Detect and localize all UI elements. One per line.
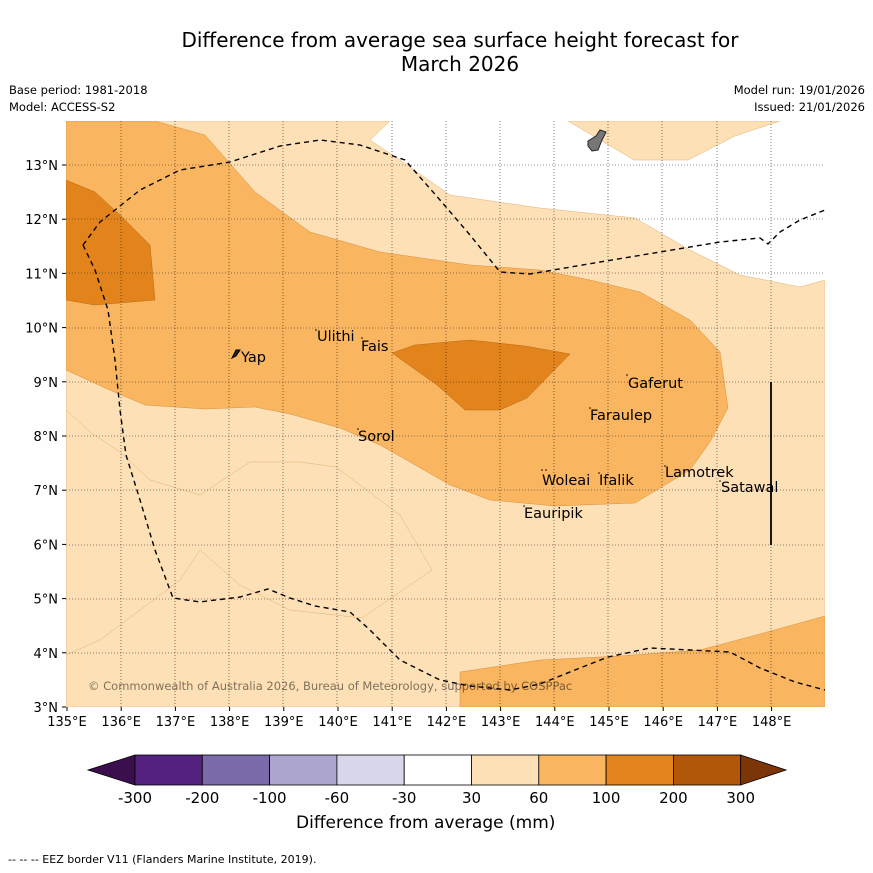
colorbar — [86, 754, 788, 786]
colorbar-tick-label: 30 — [462, 789, 481, 807]
place-label-ifalik: Ifalik — [599, 473, 634, 489]
x-tick-label: 137°E — [156, 715, 196, 730]
y-tick-label: 12°N — [25, 213, 58, 228]
colorbar-swatch — [471, 754, 540, 786]
colorbar-swatch — [673, 754, 742, 786]
colorbar-swatch — [605, 754, 674, 786]
colorbar-swatch — [336, 754, 405, 786]
y-tick-label: 13°N — [25, 159, 58, 174]
colorbar-tick-label: -60 — [325, 789, 350, 807]
model-run: Model run: 19/01/2026 — [733, 83, 865, 97]
colorbar-tick-label: 300 — [726, 789, 755, 807]
place-label-satawal: Satawal — [721, 480, 778, 496]
contour-30-60-guam — [567, 121, 781, 161]
place-label-faraulep: Faraulep — [590, 408, 652, 424]
x-tick-label: 144°E — [535, 715, 575, 730]
gridlines — [66, 121, 825, 707]
colorbar-tick-label: 100 — [592, 789, 621, 807]
x-tick-label: 147°E — [698, 715, 738, 730]
copyright-notice: © Commonwealth of Australia 2026, Bureau… — [88, 679, 572, 693]
colorbar-extend-low — [86, 754, 136, 786]
place-label-gaferut: Gaferut — [628, 376, 683, 392]
colorbar-swatch — [538, 754, 607, 786]
y-tick-label: 4°N — [34, 647, 59, 662]
colorbar-tick-label: -200 — [185, 789, 219, 807]
atoll-markers — [315, 329, 721, 507]
y-tick-label: 10°N — [25, 322, 58, 337]
x-tick-label: 138°E — [210, 715, 250, 730]
meta-left: Base period: 1981-2018 Model: ACCESS-S2 — [9, 82, 148, 116]
colorbar-tick-label: 200 — [659, 789, 688, 807]
colorbar-title: Difference from average (mm) — [296, 813, 556, 833]
place-label-yap: Yap — [240, 350, 266, 366]
place-label-woleai: Woleai — [542, 473, 590, 489]
guam-island — [587, 129, 607, 152]
x-tick-label: 140°E — [318, 715, 358, 730]
y-tick-label: 8°N — [34, 430, 59, 445]
colorbar-swatch — [201, 754, 271, 786]
colorbar-extend-high — [740, 754, 788, 786]
x-tick-label: 135°E — [47, 715, 87, 730]
colorbar-swatch — [134, 754, 203, 786]
y-tick-label: 6°N — [34, 538, 59, 553]
place-label-sorol: Sorol — [358, 429, 395, 445]
eez-border-line-west — [82, 244, 825, 691]
y-tick-label: 11°N — [25, 267, 58, 282]
yap-island — [230, 349, 241, 360]
contour-100-200-central — [391, 339, 571, 411]
colorbar-tick-label: -100 — [253, 789, 287, 807]
colorbar-swatch — [269, 754, 338, 786]
contour-100-200-west — [66, 179, 156, 306]
x-tick-label: 148°E — [752, 715, 792, 730]
colorbar-tick-label: 60 — [529, 789, 548, 807]
title-line-2: March 2026 — [400, 52, 520, 76]
place-label-eauripik: Eauripik — [524, 506, 583, 522]
place-label-lamotrek: Lamotrek — [665, 465, 734, 481]
y-tick-label: 3°N — [34, 701, 59, 716]
x-tick-label: 145°E — [589, 715, 629, 730]
x-tick-label: 142°E — [427, 715, 467, 730]
place-label-ulithi: Ulithi — [317, 329, 355, 345]
issued-date: Issued: 21/01/2026 — [754, 100, 865, 114]
model-name: Model: ACCESS-S2 — [9, 100, 116, 114]
base-period: Base period: 1981-2018 — [9, 83, 148, 97]
x-tick-label: 143°E — [481, 715, 521, 730]
map-title: Difference from average sea surface heig… — [110, 28, 810, 76]
title-line-1: Difference from average sea surface heig… — [181, 28, 739, 52]
colorbar-swatch — [403, 754, 472, 786]
colorbar-tick-label: -300 — [118, 789, 152, 807]
colorbar-tick-label: -30 — [392, 789, 417, 807]
y-tick-label: 5°N — [34, 593, 59, 608]
contour-60-100 — [66, 121, 729, 507]
place-label-fais: Fais — [361, 339, 388, 355]
eez-legend-note: -- -- -- EEZ border V11 (Flanders Marine… — [8, 853, 317, 866]
x-tick-label: 139°E — [264, 715, 304, 730]
y-tick-label: 7°N — [34, 484, 59, 499]
x-tick-label: 146°E — [643, 715, 683, 730]
x-tick-label: 136°E — [101, 715, 141, 730]
y-tick-label: 9°N — [34, 376, 59, 391]
meta-right: Model run: 19/01/2026 Issued: 21/01/2026 — [734, 82, 865, 116]
x-tick-label: 141°E — [372, 715, 412, 730]
map-panel: Yap Ulithi Fais Gaferut Faraulep Sorol W… — [66, 121, 825, 707]
